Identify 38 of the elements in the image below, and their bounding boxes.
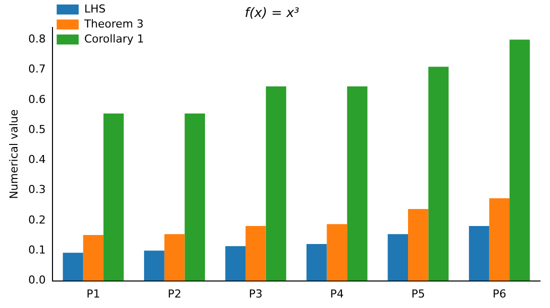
x-tick-label: P3 [248, 287, 263, 300]
y-tick-label: 0.5 [28, 122, 46, 136]
bar [347, 86, 368, 281]
legend-label: LHS [84, 2, 106, 16]
bar [144, 250, 164, 281]
bar [306, 244, 327, 281]
bar [184, 114, 205, 281]
x-tick-label: P2 [168, 287, 182, 300]
bar [388, 234, 408, 281]
bar [246, 226, 266, 281]
bar [408, 209, 428, 281]
bar [489, 198, 510, 281]
y-tick-label: 0.3 [28, 183, 46, 196]
y-tick-label: 0.1 [28, 244, 46, 257]
bar [326, 224, 348, 281]
bar [225, 246, 246, 281]
bar [428, 66, 449, 281]
y-axis-title: Numerical value [7, 109, 20, 200]
legend-label: Theorem 3 [83, 17, 144, 30]
y-tick-label: 0.8 [28, 32, 46, 46]
bar [468, 226, 490, 281]
x-tick-label: P1 [86, 287, 100, 300]
y-tick-label: 0.2 [28, 213, 46, 226]
chart-title: f(x) = x³ [244, 6, 300, 22]
bar [266, 86, 286, 281]
bar [62, 252, 84, 281]
y-tick-label: 0.0 [28, 274, 46, 287]
y-tick-label: 0.7 [28, 62, 46, 76]
bar [164, 234, 185, 281]
x-tick-label: P6 [492, 287, 506, 300]
bar [510, 40, 530, 281]
bar [83, 234, 104, 281]
y-tick-label: 0.4 [28, 153, 46, 166]
bar [103, 114, 124, 281]
y-tick-label: 0.6 [28, 92, 46, 106]
legend-label: Corollary 1 [84, 32, 144, 46]
x-tick-label: P4 [330, 287, 344, 300]
x-tick-label: P5 [411, 287, 425, 300]
